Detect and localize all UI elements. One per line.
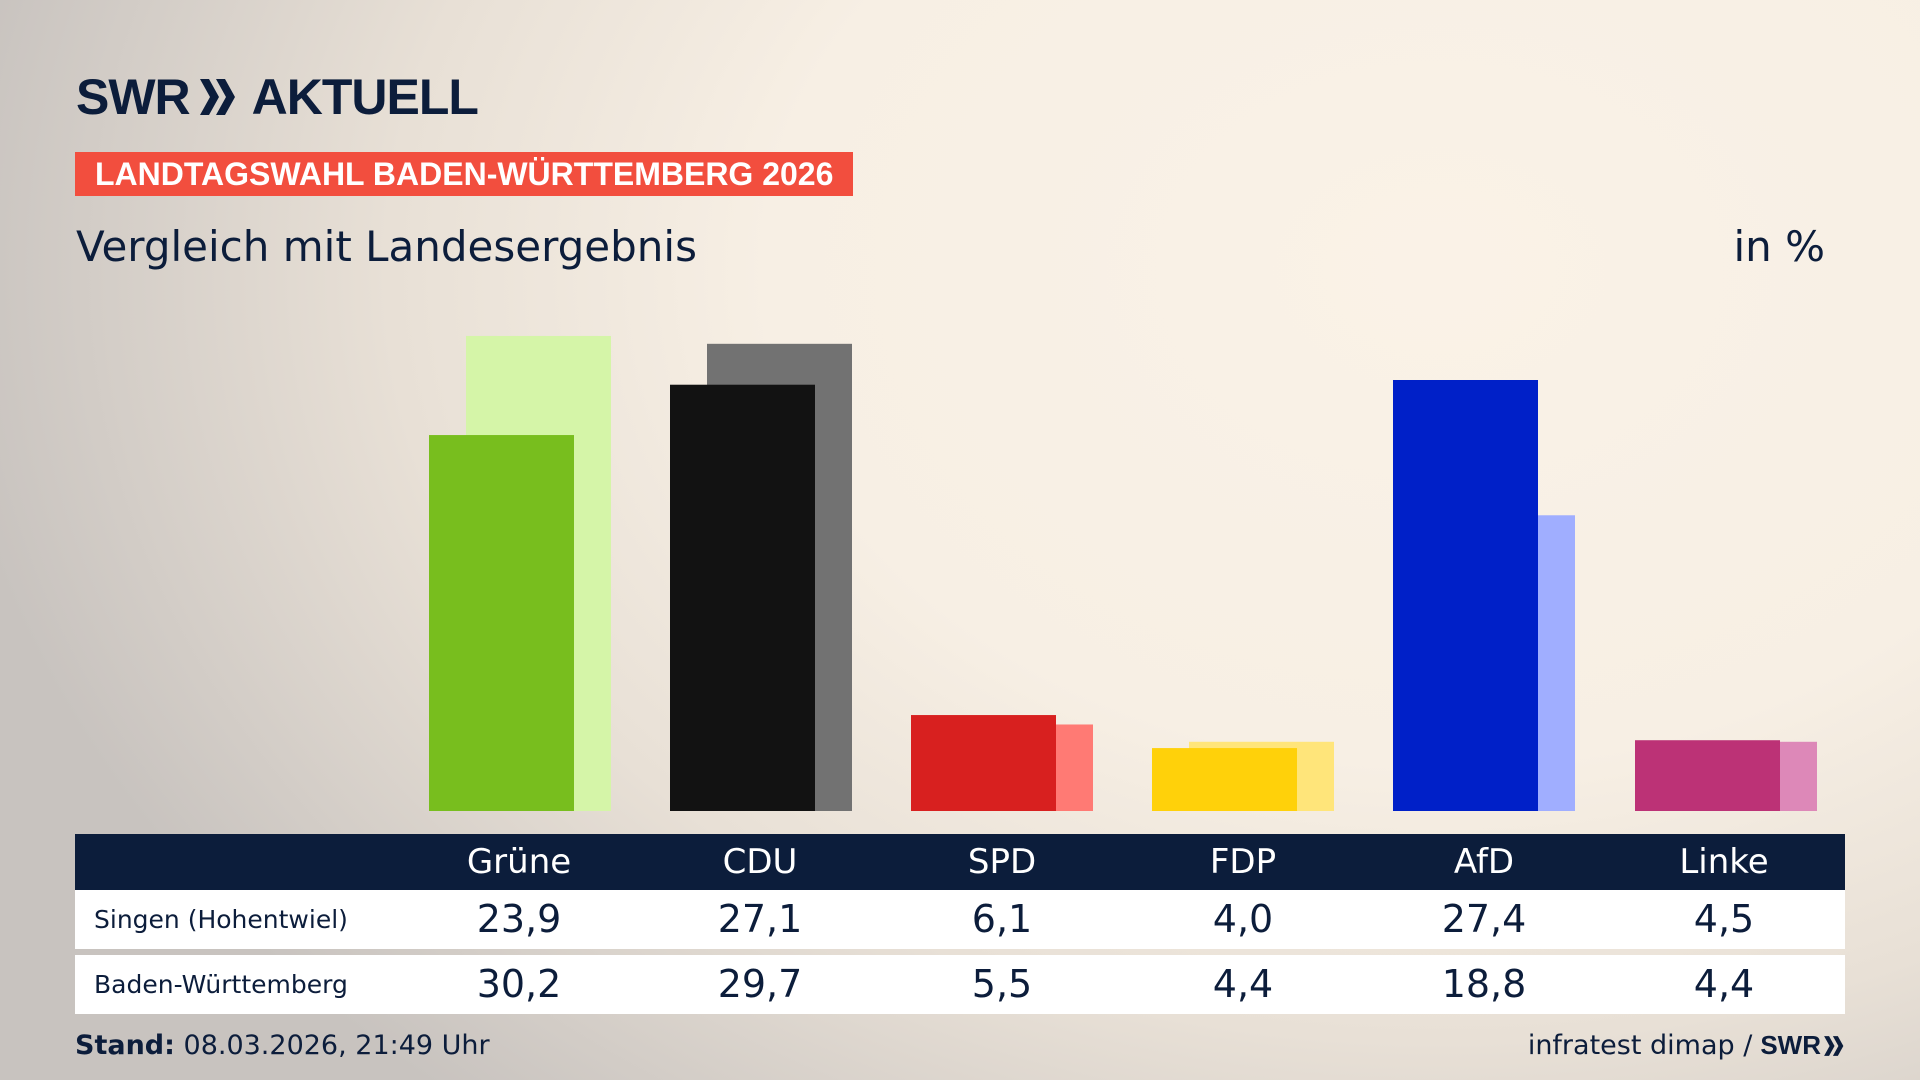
value-cell: 30,2 — [476, 962, 562, 1006]
column-header: SPD — [967, 842, 1037, 882]
value-cell: 27,1 — [717, 897, 803, 941]
election-banner: LANDTAGSWAHL BADEN-WÜRTTEMBERG 2026 — [75, 152, 854, 196]
bar-wahlkreis-4 — [1393, 379, 1538, 811]
bar-wahlkreis-1 — [670, 384, 815, 811]
bar-wahlkreis-0 — [429, 435, 574, 811]
double-chevron-icon — [1824, 1035, 1844, 1056]
double-chevron-icon — [199, 79, 235, 115]
value-cell: 4,0 — [1212, 897, 1274, 941]
table-header: Grüne CDU SPD FDP AfD Linke — [75, 834, 1845, 890]
value-cell: 4,4 — [1693, 962, 1755, 1006]
value-cell: 6,1 — [971, 897, 1033, 941]
row-label: Singen (Hohentwiel) — [94, 905, 348, 934]
value-cell: 29,7 — [717, 962, 803, 1006]
swr-small-logo-text: SWR — [1760, 1030, 1821, 1060]
value-cell: 27,4 — [1441, 897, 1527, 941]
chart-subtitle: Vergleich mit Landesergebnis — [76, 222, 697, 271]
swr-aktuell-logo: SWR AKTUELL — [76, 68, 479, 126]
logo-swr-text: SWR — [76, 69, 191, 125]
table-row: Baden-Württemberg 30,2 29,7 5,5 4,4 18,8 4,4 — [75, 955, 1845, 1014]
stand-value: 08.03.2026, 21:49 Uhr — [183, 1030, 490, 1061]
column-header: FDP — [1209, 842, 1277, 882]
stand-label: Stand: — [75, 1030, 175, 1061]
value-cell: 4,5 — [1693, 897, 1755, 941]
source-credit: infratest dimap / SWR — [1528, 1030, 1845, 1061]
column-header: CDU — [722, 842, 798, 882]
value-cell: 18,8 — [1441, 962, 1527, 1006]
value-cell: 5,5 — [971, 962, 1033, 1006]
column-header: Linke — [1679, 842, 1769, 882]
table-row: Singen (Hohentwiel) 23,9 27,1 6,1 4,0 27,4 4,… — [75, 890, 1845, 949]
bar-chart — [429, 335, 1817, 811]
unit-label: in % — [1733, 222, 1825, 271]
swr-small-logo: SWR — [1760, 1030, 1845, 1061]
results-table: Grüne CDU SPD FDP AfD Linke Singen (Hohentwie… — [75, 834, 1845, 1014]
column-header: Grüne — [466, 842, 572, 882]
column-header: AfD — [1453, 842, 1515, 882]
bar-wahlkreis-2 — [911, 715, 1056, 811]
source-text: infratest dimap / — [1527, 1030, 1753, 1061]
value-cell: 23,9 — [476, 897, 562, 941]
bar-wahlkreis-5 — [1635, 740, 1780, 811]
value-cell: 4,4 — [1212, 962, 1274, 1006]
logo-aktuell-text: AKTUELL — [251, 69, 479, 125]
timestamp: Stand: 08.03.2026, 21:49 Uhr — [75, 1030, 490, 1061]
bar-wahlkreis-3 — [1152, 748, 1297, 811]
row-label: Baden-Württemberg — [94, 970, 348, 999]
